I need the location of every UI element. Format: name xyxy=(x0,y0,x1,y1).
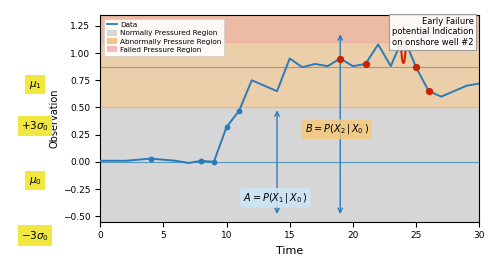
Y-axis label: Observation: Observation xyxy=(50,89,60,148)
Text: Early Failure
potential Indication
on onshore well #2: Early Failure potential Indication on on… xyxy=(392,17,473,47)
X-axis label: Time: Time xyxy=(276,246,303,256)
Legend: Data, Normally Pressured Region, Abnormally Pressure Region, Failed Pressure Reg: Data, Normally Pressured Region, Abnorma… xyxy=(104,19,224,56)
Point xyxy=(362,62,370,66)
Bar xyxy=(100,15,479,108)
Point xyxy=(412,65,420,69)
Text: $+3\sigma_0$: $+3\sigma_0$ xyxy=(21,119,49,133)
Point xyxy=(400,42,407,47)
Bar xyxy=(100,108,479,222)
Bar xyxy=(100,15,479,42)
Text: $-3\sigma_0$: $-3\sigma_0$ xyxy=(21,229,49,243)
Point xyxy=(235,109,243,113)
Point xyxy=(222,125,230,129)
Text: $\mu_0$: $\mu_0$ xyxy=(28,175,42,187)
Text: $B = P(X_2\,|\,X_0\,)$: $B = P(X_2\,|\,X_0\,)$ xyxy=(305,122,369,136)
Point xyxy=(146,156,154,161)
Point xyxy=(197,159,205,163)
Point xyxy=(336,56,344,61)
Point xyxy=(210,160,218,164)
Text: $\mu_1$: $\mu_1$ xyxy=(28,79,42,91)
Text: $A = P(X_1\,|\,X_0\,)$: $A = P(X_1\,|\,X_0\,)$ xyxy=(243,191,308,205)
Point xyxy=(424,89,432,93)
